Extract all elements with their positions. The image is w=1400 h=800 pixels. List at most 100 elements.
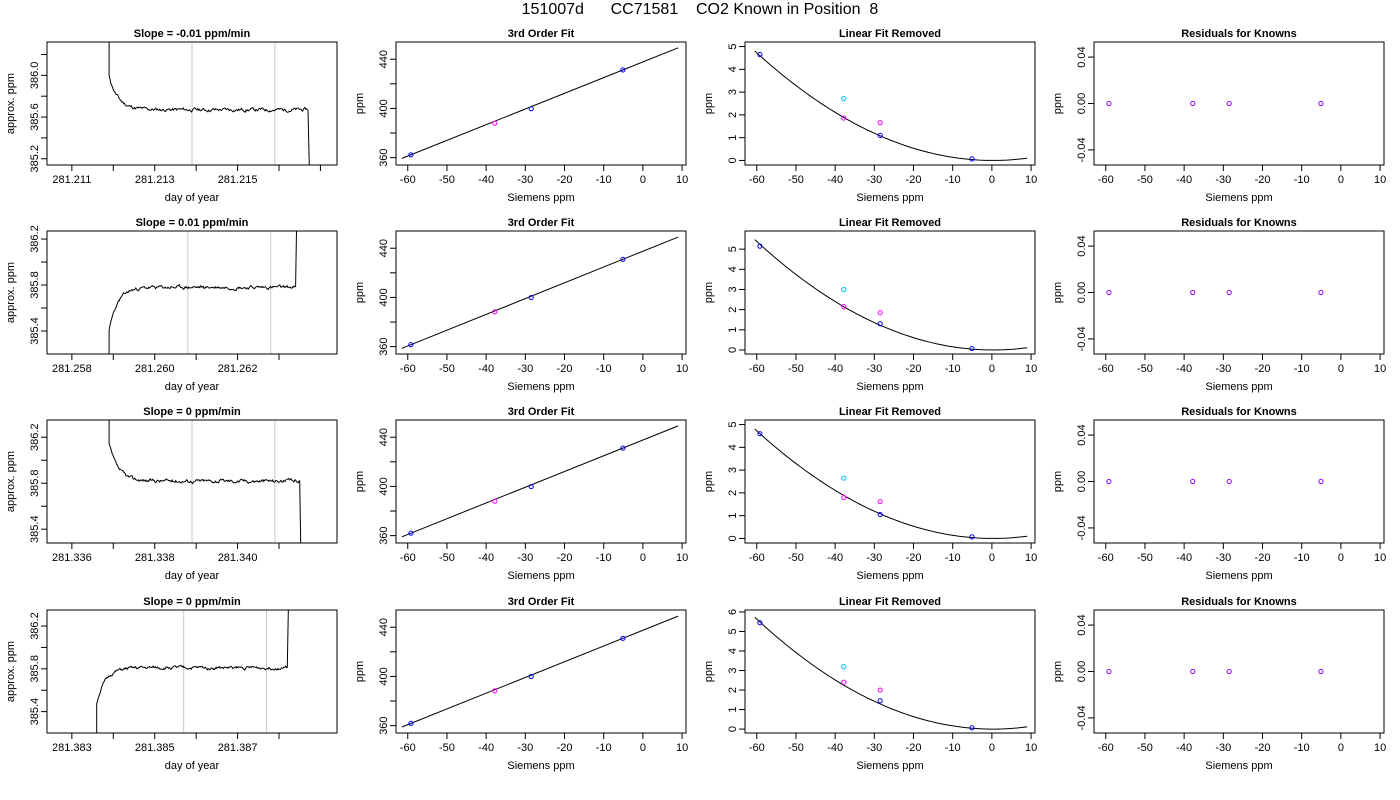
y-axis-label: ppm: [1052, 282, 1064, 303]
data-point: [408, 530, 414, 536]
plot-area: [108, 420, 302, 543]
x-axis-label: Siemens ppm: [1205, 381, 1272, 393]
data-point: [757, 620, 763, 626]
data-point: [841, 494, 847, 501]
x-tick-label: -10: [1294, 174, 1310, 186]
panel-r0-c0: Slope = -0.01 ppm/min 281.211 281.213 281.2…: [5, 28, 338, 204]
fit-curve: [401, 47, 679, 159]
x-tick-label: -10: [1294, 742, 1310, 754]
x-tick-label: -20: [557, 363, 573, 375]
x-tick-label: -10: [945, 174, 961, 186]
x-tick-label: 0: [1338, 552, 1344, 564]
concentration-trace: [108, 420, 302, 543]
concentration-trace: [108, 42, 310, 165]
x-axis-label: Siemens ppm: [1205, 760, 1272, 772]
x-tick-label: -50: [788, 363, 804, 375]
y-tick-label: 5: [727, 421, 739, 427]
data-point: [841, 286, 847, 293]
y-axis-label: approx. ppm: [5, 451, 17, 512]
plot-frame: [744, 230, 1036, 355]
data-point: [492, 498, 498, 504]
x-tick-label: -30: [1215, 363, 1231, 375]
x-tick-label: -60: [400, 363, 416, 375]
x-axis-label: day of year: [165, 760, 220, 772]
data-point: [969, 345, 975, 352]
data-point: [528, 483, 534, 490]
panel-r2-c3: Residuals for Knowns -60 -50 -40 -30 -20 -10 0 1…: [1052, 406, 1386, 582]
data-point: [620, 67, 626, 73]
panel-r1-c2: Linear Fit Removed-60 -50 -40 -30 -20 -10 0 10S…: [703, 217, 1037, 393]
data-point: [1226, 478, 1232, 485]
x-tick-label: 0: [1338, 363, 1344, 375]
y-tick-label: 6: [727, 609, 739, 615]
y-tick-label: 385.6: [29, 103, 41, 131]
y-tick-label: 440: [378, 428, 390, 446]
data-point: [1226, 668, 1232, 675]
data-point: [1106, 478, 1112, 485]
x-tick-label: -50: [788, 552, 804, 564]
y-tick-label: 2: [727, 687, 739, 693]
data-point: [969, 156, 975, 162]
x-tick-label: -40: [827, 742, 843, 754]
x-tick-label: -50: [1137, 742, 1153, 754]
y-axis-label: ppm: [703, 661, 715, 682]
panel-title: 3rd Order Fit: [508, 28, 575, 40]
y-tick-label: 400: [378, 288, 390, 306]
x-tick-label: -40: [1176, 363, 1192, 375]
y-axis-label: ppm: [354, 661, 366, 682]
x-tick-label: 0: [640, 174, 646, 186]
x-tick-label: -20: [557, 742, 573, 754]
panel-title: Slope = 0 ppm/min: [143, 406, 241, 418]
y-tick-label: 3: [727, 667, 739, 673]
y-tick-label: -0.04: [1076, 137, 1088, 162]
plot-frame: [744, 609, 1036, 734]
data-point: [757, 243, 763, 249]
plot-frame: [395, 41, 687, 166]
y-axis-label: approx. ppm: [5, 641, 17, 702]
x-tick-label: -30: [517, 742, 533, 754]
x-tick-label: 281.262: [218, 363, 258, 375]
x-tick-label: 281.385: [135, 742, 175, 754]
plot-frame: [46, 419, 338, 544]
x-tick-label: 10: [1025, 552, 1037, 564]
data-point: [1318, 668, 1324, 675]
panel-title: Slope = -0.01 ppm/min: [134, 28, 251, 40]
x-tick-label: 281.338: [135, 552, 175, 564]
panel-title: Linear Fit Removed: [839, 596, 941, 608]
panel-r3-c2: Linear Fit Removed-60 -50 -40 -30 -20 -10 0 10S…: [703, 596, 1037, 772]
data-point: [841, 95, 847, 102]
fit-curve: [401, 425, 679, 538]
y-tick-label: 1: [727, 513, 739, 519]
y-tick-label: 3: [727, 89, 739, 95]
panel-r0-c3: Residuals for Knowns -60 -50 -40 -30 -20 -10 0 1…: [1052, 28, 1386, 204]
x-axis-label: Siemens ppm: [507, 381, 574, 393]
y-tick-label: 400: [378, 667, 390, 685]
y-tick-label: 5: [727, 43, 739, 49]
y-tick-label: 385.4: [29, 515, 41, 543]
y-tick-label: 5: [727, 628, 739, 634]
x-tick-label: -40: [827, 174, 843, 186]
data-point: [969, 725, 975, 731]
x-tick-label: -30: [1215, 174, 1231, 186]
y-tick-label: 3: [727, 286, 739, 292]
y-tick-label: 440: [378, 618, 390, 636]
y-tick-label: 4: [727, 66, 739, 72]
x-axis-label: Siemens ppm: [856, 192, 923, 204]
x-tick-label: 0: [989, 174, 995, 186]
y-tick-label: 360: [378, 337, 390, 355]
x-tick-label: 281.340: [218, 552, 258, 564]
x-tick-label: -60: [749, 174, 765, 186]
y-tick-label: 0.00: [1076, 471, 1088, 492]
y-axis-label: approx. ppm: [5, 73, 17, 134]
plot-area: [1106, 100, 1324, 107]
x-tick-label: -10: [945, 363, 961, 375]
plot-frame: [46, 230, 338, 355]
y-tick-label: 3: [727, 467, 739, 473]
panel-r3-c0: Slope = 0 ppm/min 281.383 281.385 281.387 da…: [5, 596, 338, 772]
x-tick-label: 0: [640, 552, 646, 564]
data-point: [1106, 289, 1112, 296]
x-tick-label: -40: [478, 363, 494, 375]
fit-curve: [754, 50, 1028, 161]
